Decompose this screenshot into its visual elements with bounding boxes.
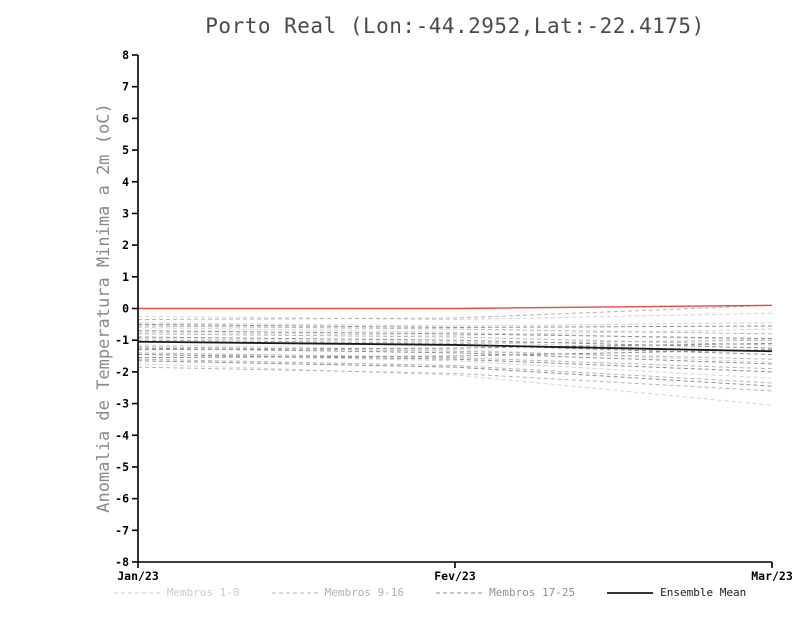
reference-line bbox=[138, 304, 773, 310]
member-line-2-6 bbox=[137, 352, 773, 370]
y-tick-label: -8 bbox=[115, 555, 129, 569]
y-tick-label: 6 bbox=[122, 111, 129, 125]
legend-item-4: Ensemble Mean bbox=[607, 586, 746, 599]
member-line-2-8 bbox=[137, 366, 773, 392]
legend-label: Membros 9-16 bbox=[324, 586, 405, 599]
legend-label: Membros 17-25 bbox=[489, 586, 576, 599]
y-tick-label: 4 bbox=[122, 175, 129, 189]
member-line-1-2 bbox=[137, 322, 773, 327]
member-line-1-3 bbox=[137, 327, 773, 341]
member-line-2-5 bbox=[137, 346, 773, 360]
legend-item-2: Membros 9-16 bbox=[271, 586, 405, 599]
member-line-3-3 bbox=[137, 336, 773, 349]
y-tick-label: 7 bbox=[122, 80, 129, 94]
y-tick-label: -2 bbox=[115, 365, 129, 379]
y-tick-label: 3 bbox=[122, 206, 129, 220]
dashed-line-sample bbox=[271, 592, 318, 593]
member-line-3-9 bbox=[137, 349, 773, 359]
y-tick-label: -4 bbox=[115, 428, 129, 442]
member-line-2-2 bbox=[137, 325, 773, 335]
member-line-1-6 bbox=[137, 344, 773, 363]
y-tick-label: 2 bbox=[122, 238, 129, 252]
solid-line-sample bbox=[607, 591, 654, 594]
member-line-1-7 bbox=[137, 353, 773, 379]
legend-item-3: Membros 17-25 bbox=[436, 586, 575, 599]
member-line-3-6 bbox=[137, 353, 773, 373]
x-tick-label: Mar/23 bbox=[751, 569, 793, 583]
x-tick-label: Fev/23 bbox=[434, 569, 476, 583]
y-tick-label: -5 bbox=[115, 460, 129, 474]
member-line-3-8 bbox=[137, 342, 773, 351]
legend: Membros 1-8 Membros 9-16 Membros 17-25 Ense… bbox=[100, 586, 760, 599]
legend-item-1: Membros 1-8 bbox=[113, 586, 240, 599]
y-tick-label: 1 bbox=[122, 270, 129, 284]
member-line-2-7 bbox=[137, 358, 773, 384]
member-line-1-4 bbox=[137, 328, 773, 336]
member-line-3-5 bbox=[137, 347, 773, 365]
dashed-line-sample bbox=[436, 592, 483, 593]
member-line-2-3 bbox=[137, 333, 773, 346]
member-line-2-4 bbox=[137, 339, 773, 344]
y-tick-label: 5 bbox=[122, 143, 129, 157]
y-tick-label: -6 bbox=[115, 492, 129, 506]
y-tick-label: -7 bbox=[115, 523, 129, 537]
legend-label: Ensemble Mean bbox=[660, 586, 747, 599]
legend-label: Membros 1-8 bbox=[166, 586, 240, 599]
y-tick-label: 0 bbox=[122, 302, 129, 316]
member-line-3-2 bbox=[137, 330, 773, 340]
member-line-1-5 bbox=[137, 338, 773, 352]
y-tick-label: -1 bbox=[115, 333, 129, 347]
member-line-2-1 bbox=[137, 304, 773, 321]
ensemble-mean-line bbox=[137, 340, 773, 353]
dashed-line-sample bbox=[113, 592, 160, 593]
member-line-3-7 bbox=[137, 360, 773, 387]
y-tick-label: -3 bbox=[115, 397, 129, 411]
y-tick-label: 8 bbox=[122, 48, 129, 62]
member-line-1-8 bbox=[137, 363, 773, 406]
member-line-3-1 bbox=[137, 323, 773, 329]
x-tick-label: Jan/23 bbox=[117, 569, 159, 583]
member-line-1-1 bbox=[137, 312, 773, 321]
chart-title: Porto Real (Lon:-44.2952,Lat:-22.4175) bbox=[205, 14, 705, 38]
